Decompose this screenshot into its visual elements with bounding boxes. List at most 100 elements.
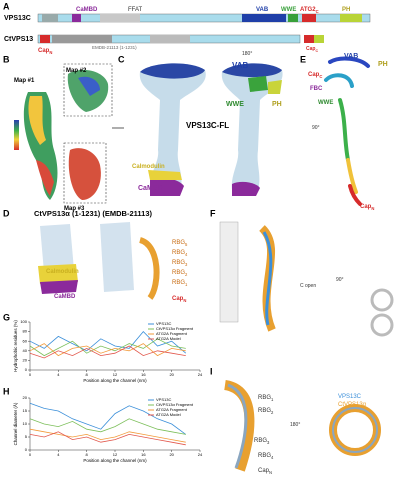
cross-section bbox=[370, 288, 394, 312]
annotation-text: Calmodulin bbox=[132, 164, 165, 170]
domain bbox=[72, 14, 81, 22]
annotation-text: 180° bbox=[242, 51, 252, 57]
domain bbox=[100, 14, 140, 22]
annotation: VPS13C-FL bbox=[186, 121, 229, 130]
annotation-text: RBG bbox=[254, 438, 267, 444]
annotation-text: PH bbox=[342, 7, 350, 13]
annotation-subscript: 1 bbox=[271, 397, 274, 402]
panel-i-overlay bbox=[223, 380, 381, 472]
annotation-text: ATG2 bbox=[300, 7, 316, 13]
annotation: RBG1 bbox=[172, 280, 188, 287]
panel-label: C bbox=[118, 54, 125, 64]
annotation-subscript: C bbox=[316, 9, 319, 14]
annotation-text: VPS13C bbox=[338, 394, 362, 400]
x-tick-label: 16 bbox=[141, 372, 146, 377]
cambd-density bbox=[150, 178, 184, 196]
annotation-text: Cap bbox=[360, 204, 372, 210]
x-tick-label: 0 bbox=[29, 452, 32, 457]
annotation: PH bbox=[378, 61, 388, 68]
annotation: 180° bbox=[242, 51, 252, 57]
annotation-text: VAB bbox=[344, 53, 358, 60]
map bbox=[68, 148, 101, 200]
annotation: Map #2 bbox=[66, 68, 87, 74]
annotation: CtVPS13α (1-1231) (EMDB-21113) bbox=[34, 209, 152, 218]
annotation-text: C open bbox=[300, 283, 316, 289]
annotation-text: RBG bbox=[172, 250, 185, 256]
ring bbox=[332, 407, 378, 453]
annotation: CapN bbox=[258, 468, 272, 475]
legend-label: ATG2A Model bbox=[156, 412, 181, 417]
annotation-text: RBG bbox=[172, 240, 185, 246]
ribbon bbox=[348, 184, 362, 206]
x-tick-label: 24 bbox=[198, 452, 203, 457]
annotation: RBG3 bbox=[254, 438, 270, 445]
density-maps bbox=[14, 63, 124, 204]
series-line bbox=[29, 402, 187, 435]
annotation: RBG5 bbox=[172, 240, 188, 247]
annotation: VAB bbox=[256, 7, 269, 13]
annotation-text: RBG bbox=[258, 453, 271, 459]
annotation-text: FBC bbox=[310, 86, 323, 92]
annotation-subscript: 2 bbox=[185, 272, 188, 277]
legend-label: CtVPS13α Fragment bbox=[156, 402, 194, 407]
annotation-text: Cap bbox=[308, 72, 320, 78]
annotation-text: FFAT bbox=[128, 7, 143, 13]
domain bbox=[42, 14, 58, 22]
series-line bbox=[29, 431, 186, 446]
annotation: RBG2 bbox=[258, 408, 274, 415]
annotation-text: WWE bbox=[318, 100, 333, 106]
panel-label: I bbox=[210, 366, 213, 376]
annotation-text: PH bbox=[272, 101, 282, 108]
x-tick-label: 16 bbox=[141, 452, 146, 457]
vab-density bbox=[140, 63, 205, 79]
domain bbox=[150, 35, 190, 43]
x-tick-label: 4 bbox=[57, 372, 60, 377]
annotation: ATG2C bbox=[300, 7, 319, 14]
annotation: CapN bbox=[360, 204, 374, 211]
annotation: PH bbox=[272, 101, 282, 108]
annotation-text: CaMBD bbox=[54, 294, 76, 300]
domain bbox=[304, 35, 314, 43]
panel-f-structures bbox=[219, 221, 394, 337]
x-tick-label: 20 bbox=[169, 372, 174, 377]
cambd-density bbox=[232, 181, 260, 196]
annotation: WWE bbox=[226, 101, 244, 108]
wwe-density bbox=[248, 76, 268, 92]
annotation: Calmodulin bbox=[46, 269, 79, 275]
x-tick-label: 20 bbox=[169, 452, 174, 457]
annotation: VAB bbox=[232, 61, 249, 70]
annotation-subscript: 2 bbox=[271, 410, 274, 415]
annotation: FFAT bbox=[128, 7, 143, 13]
map-box bbox=[63, 63, 113, 117]
domain bbox=[288, 14, 298, 22]
annotation: 90° bbox=[336, 277, 344, 283]
annotation: EMDB-21113 (1-1231) bbox=[92, 45, 137, 50]
x-tick-label: 12 bbox=[113, 452, 118, 457]
annotation-subscript: N bbox=[371, 206, 374, 211]
annotation-text: Map #3 bbox=[64, 206, 85, 212]
y-axis-title: Channel diameter (Å) bbox=[12, 402, 18, 445]
annotation: 90° bbox=[312, 125, 320, 131]
annotation-text: PH bbox=[378, 61, 388, 68]
ribbon bbox=[227, 383, 248, 469]
y-tick-label: 0 bbox=[25, 447, 28, 452]
profile-box bbox=[219, 221, 239, 323]
y-tick-label: 0 bbox=[25, 367, 28, 372]
density bbox=[40, 224, 74, 272]
annotation: VAB bbox=[344, 53, 358, 60]
series-line bbox=[29, 428, 186, 443]
panel-label: F bbox=[210, 208, 216, 218]
annotation-subscript: C bbox=[315, 49, 318, 53]
domain bbox=[314, 35, 324, 43]
annotation-text: RBG bbox=[258, 408, 271, 414]
annotation: CaMBD bbox=[138, 185, 163, 192]
y-tick-label: 10 bbox=[23, 421, 28, 426]
annotation: 180° bbox=[290, 422, 300, 428]
panel-label: H bbox=[3, 386, 10, 396]
annotation-text: WWE bbox=[281, 7, 296, 13]
annotation: CapN bbox=[38, 48, 52, 55]
annotation-subscript: 3 bbox=[185, 262, 188, 267]
annotation: CapC bbox=[306, 46, 318, 53]
legend-label: ATG2A Fragment bbox=[156, 407, 188, 412]
